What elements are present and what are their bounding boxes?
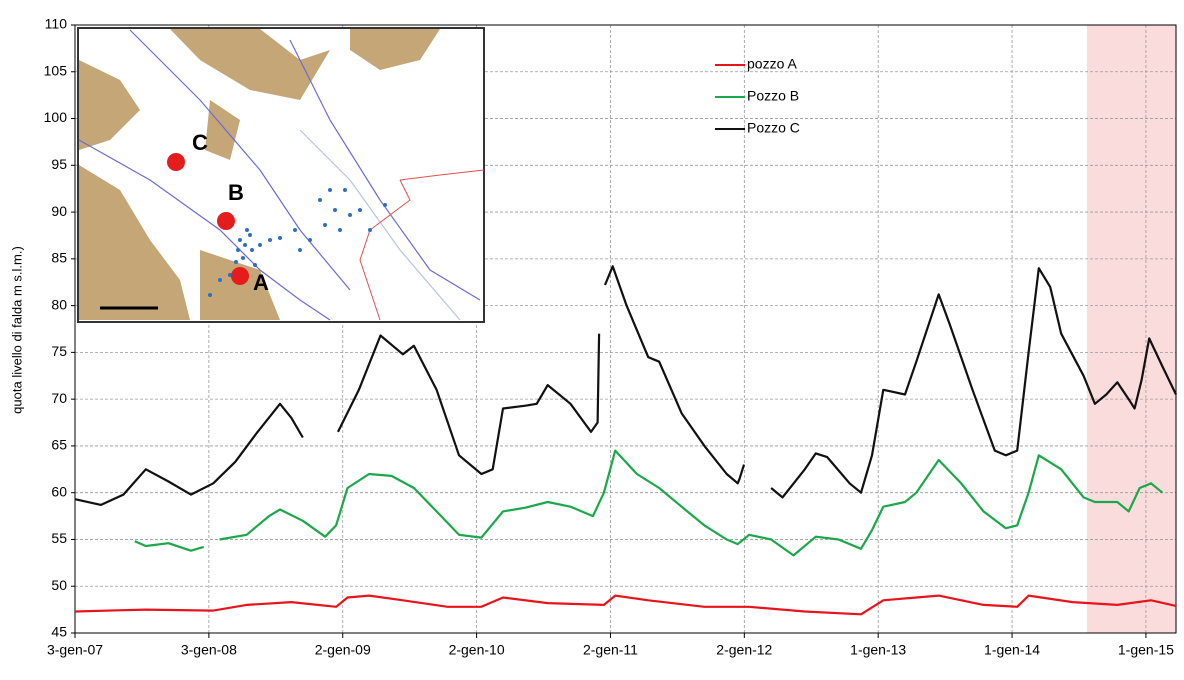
map-river bbox=[289, 39, 481, 301]
legend-label: Pozzo B bbox=[747, 88, 799, 104]
y-tick-label: 60 bbox=[51, 483, 67, 499]
well-label: A bbox=[253, 270, 269, 295]
x-tick-label: 2-gen-12 bbox=[716, 642, 772, 658]
map-land bbox=[79, 165, 190, 320]
y-tick-label: 70 bbox=[51, 390, 67, 406]
map-river bbox=[129, 29, 351, 291]
well-label: B bbox=[228, 180, 244, 205]
y-tick-label: 65 bbox=[51, 437, 67, 453]
map-land bbox=[350, 29, 440, 70]
series-line bbox=[134, 449, 1164, 557]
y-tick-label: 95 bbox=[51, 156, 67, 172]
map-land bbox=[79, 60, 140, 150]
y-tick-label: 85 bbox=[51, 250, 67, 266]
background-layer bbox=[1086, 25, 1176, 633]
well-marker bbox=[217, 212, 235, 230]
well-label: C bbox=[192, 130, 208, 155]
y-tick-label: 100 bbox=[44, 109, 68, 125]
map-land bbox=[205, 100, 240, 160]
highlight-band bbox=[1086, 25, 1176, 633]
y-tick-label: 105 bbox=[44, 62, 68, 78]
inset-map: C B A bbox=[77, 27, 485, 323]
x-tick-label: 1-gen-15 bbox=[1118, 642, 1174, 658]
x-tick-label: 1-gen-13 bbox=[850, 642, 906, 658]
x-tick-label: 1-gen-14 bbox=[984, 642, 1040, 658]
y-tick-label: 45 bbox=[51, 624, 67, 640]
map-land bbox=[170, 29, 330, 100]
y-tick-label: 90 bbox=[51, 203, 67, 219]
y-tick-label: 75 bbox=[51, 343, 67, 359]
x-tick-label: 2-gen-11 bbox=[583, 642, 638, 658]
y-tick-label: 50 bbox=[51, 577, 67, 593]
y-tick-label: 55 bbox=[51, 530, 67, 546]
series-layer bbox=[74, 265, 1177, 616]
y-tick-label: 110 bbox=[45, 16, 68, 32]
y-tick-label: 80 bbox=[51, 296, 67, 312]
y-axis-label: quota livello di falda m s.l.m.) bbox=[9, 246, 24, 414]
series-line bbox=[74, 594, 1177, 616]
legend-label: pozzo A bbox=[747, 56, 797, 72]
well-marker bbox=[167, 153, 185, 171]
x-tick-label: 2-gen-10 bbox=[449, 642, 505, 658]
plot-frame bbox=[74, 24, 1177, 634]
map-border bbox=[399, 169, 485, 181]
map-river bbox=[299, 129, 461, 321]
well-marker bbox=[231, 267, 249, 285]
series-line bbox=[74, 265, 1177, 506]
map-points bbox=[208, 188, 387, 297]
legend-label: Pozzo C bbox=[747, 120, 800, 136]
x-tick-label: 3-gen-07 bbox=[47, 642, 103, 658]
x-tick-label: 2-gen-09 bbox=[315, 642, 371, 658]
x-tick-label: 3-gen-08 bbox=[181, 642, 237, 658]
